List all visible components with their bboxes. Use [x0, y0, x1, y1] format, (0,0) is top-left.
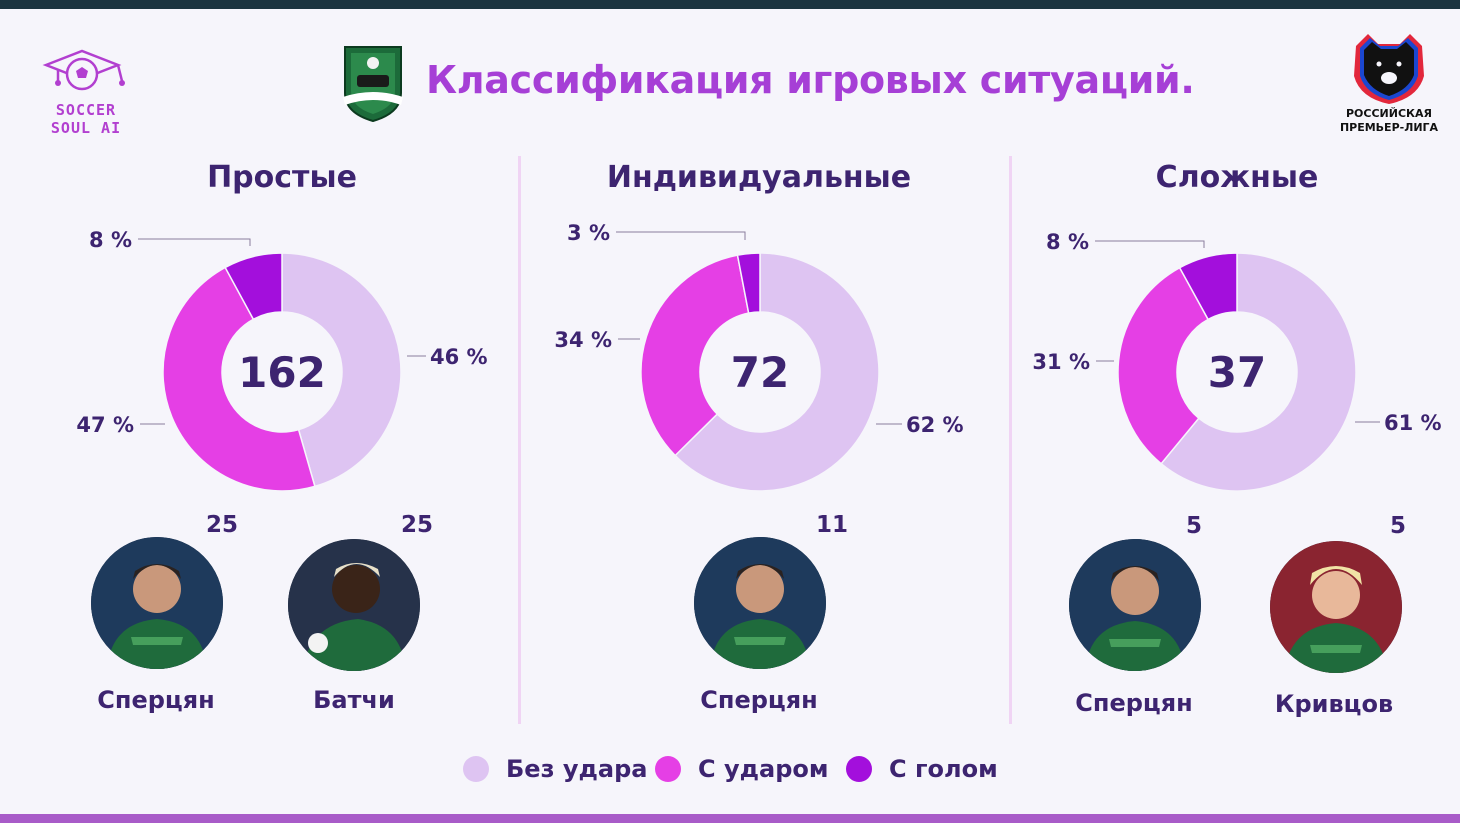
- bear-icon: [1354, 34, 1424, 104]
- page-title: Классификация игровых ситуаций.: [426, 58, 1195, 102]
- rpl-league-logo: РОССИЙСКАЯ ПРЕМЬЕР-ЛИГА: [1334, 28, 1444, 138]
- legend-swatch: [846, 756, 872, 782]
- player-count: 5: [1389, 513, 1406, 539]
- leader-line: [616, 231, 746, 240]
- league-logo-line-1: РОССИЙСКАЯ: [1345, 107, 1433, 120]
- donut-segment-goal: [736, 252, 761, 314]
- donut-segment-no-shot: [674, 252, 880, 492]
- chart-title-individual: Индивидуальные: [606, 160, 912, 195]
- legend-label: С ударом: [698, 755, 829, 783]
- donut-total-label: 37: [1208, 348, 1266, 397]
- donut-segment-shot: [162, 266, 316, 492]
- legend-label: Без удара: [506, 755, 648, 783]
- legend-item-goal: С голом: [846, 752, 998, 786]
- donut-segment-no-shot: [1160, 252, 1357, 492]
- player-photo-avatar: [91, 537, 223, 669]
- donut-segment-shot: [1117, 266, 1210, 465]
- player-photo-avatar: [288, 539, 420, 671]
- bottom-bar: [0, 814, 1460, 823]
- leader-line: [138, 238, 251, 246]
- player-name: Батчи: [313, 686, 395, 714]
- player-count: 11: [815, 512, 848, 538]
- legend-label: С голом: [889, 755, 998, 783]
- league-logo-line-2: ПРЕМЬЕР-ЛИГА: [1339, 121, 1439, 134]
- leader-line: [1095, 240, 1205, 248]
- club-crest-icon: [343, 46, 403, 123]
- percent-label-goal: 3 %: [567, 221, 610, 245]
- legend-item-no-shot: Без удара: [463, 752, 647, 786]
- graduation-cap-ball-icon: [42, 49, 125, 91]
- column-divider: [1009, 156, 1012, 724]
- brand-logo-line-2: SOUL AI: [50, 119, 122, 137]
- krasnodar-club-logo: [337, 43, 409, 123]
- percent-label-no-shot: 46 %: [430, 345, 488, 369]
- percent-label-shot: 34 %: [554, 328, 612, 352]
- percent-label-no-shot: 62 %: [906, 413, 964, 437]
- percent-label-goal: 8 %: [1046, 230, 1089, 254]
- donut-segment-shot: [640, 254, 750, 457]
- donut-total-label: 72: [731, 348, 789, 397]
- player-photo-avatar: [1069, 539, 1201, 671]
- top-bar: [0, 0, 1460, 9]
- player-photo-avatar: [1270, 541, 1402, 673]
- player-count: 25: [400, 512, 433, 538]
- legend-swatch: [655, 756, 681, 782]
- legend-swatch: [463, 756, 489, 782]
- player-count: 5: [1185, 513, 1202, 539]
- player-name: Сперцян: [97, 686, 215, 714]
- player-name: Сперцян: [1075, 689, 1193, 717]
- column-divider: [518, 156, 521, 724]
- percent-label-shot: 31 %: [1032, 350, 1090, 374]
- legend-item-shot: С ударом: [655, 752, 828, 786]
- donut-segment-goal: [1178, 252, 1238, 321]
- player-count: 25: [205, 512, 238, 538]
- chart-title-simple: Простые: [207, 160, 357, 195]
- donut-segment-goal: [224, 252, 283, 321]
- donut-total-label: 162: [238, 348, 326, 397]
- percent-label-no-shot: 61 %: [1384, 411, 1442, 435]
- player-photo-avatar: [694, 537, 826, 669]
- donut-segment-no-shot: [281, 252, 402, 488]
- percent-label-goal: 8 %: [89, 228, 132, 252]
- chart-title-complex: Сложные: [1155, 160, 1319, 195]
- percent-label-shot: 47 %: [76, 413, 134, 437]
- soccer-soul-ai-logo: SOCCER SOUL AI: [36, 47, 136, 139]
- player-name: Сперцян: [700, 686, 818, 714]
- brand-logo-line-1: SOCCER: [55, 101, 117, 119]
- player-name: Кривцов: [1274, 690, 1394, 718]
